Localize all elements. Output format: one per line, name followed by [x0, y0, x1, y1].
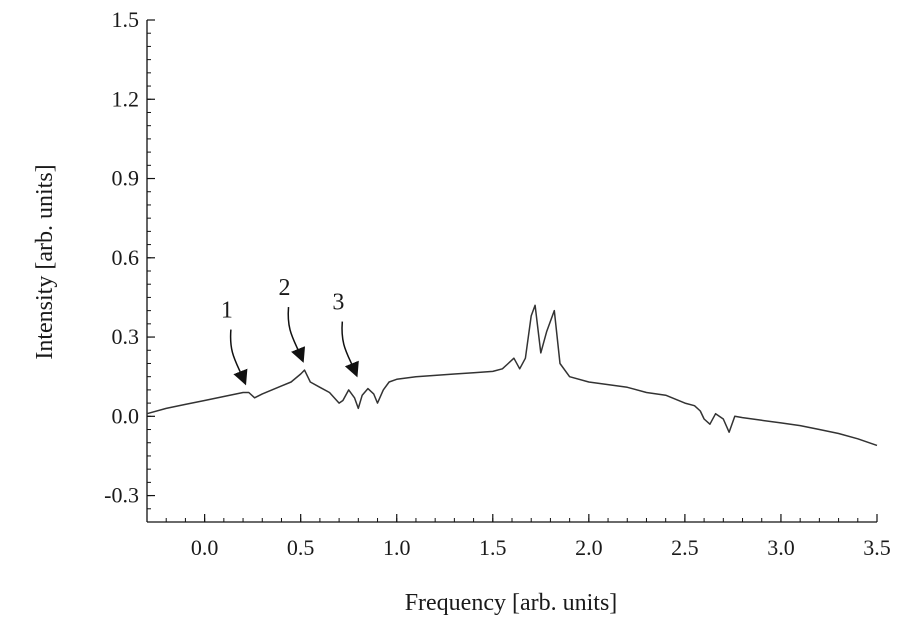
annotation-arrow — [229, 329, 248, 386]
series-line — [146, 304, 878, 447]
y-tick-label: 1.2 — [112, 86, 140, 111]
x-tick-label: 2.0 — [575, 535, 603, 560]
y-tick-label: 0.0 — [112, 403, 140, 428]
x-tick-label: 3.0 — [767, 535, 795, 560]
x-axis-title: Frequency [arb. units] — [405, 590, 618, 616]
annotation-label: 1 — [221, 298, 233, 324]
x-tick-label: 1.5 — [479, 535, 507, 560]
x-tick-label: 2.5 — [671, 535, 699, 560]
annotation-arrow — [341, 321, 359, 378]
y-tick-label: 1.5 — [112, 7, 140, 32]
y-axis: -0.3 0.0 0.3 0.6 0.9 1.2 1.5 — [104, 7, 155, 523]
y-tick-label: 0.9 — [112, 166, 140, 191]
y-tick-label: -0.3 — [104, 483, 139, 508]
x-tick-label: 0.5 — [287, 535, 315, 560]
y-axis-title: Intensity [arb. units] — [32, 164, 58, 359]
annotation-arrow — [287, 307, 306, 363]
y-tick-label: 0.6 — [112, 245, 140, 270]
x-axis: 0.0 0.5 1.0 1.5 2.0 2.5 3.0 3.5 — [146, 514, 891, 560]
plot-area — [146, 20, 877, 523]
x-tick-label: 0.0 — [191, 535, 219, 560]
x-tick-label: 1.0 — [383, 535, 411, 560]
x-tick-label: 3.5 — [863, 535, 891, 560]
annotation-layer: 1 2 3 — [221, 275, 359, 386]
y-tick-label: 0.3 — [112, 324, 140, 349]
series-layer — [146, 304, 878, 447]
annotation-label: 3 — [332, 290, 344, 316]
annotation-label: 2 — [279, 275, 291, 301]
